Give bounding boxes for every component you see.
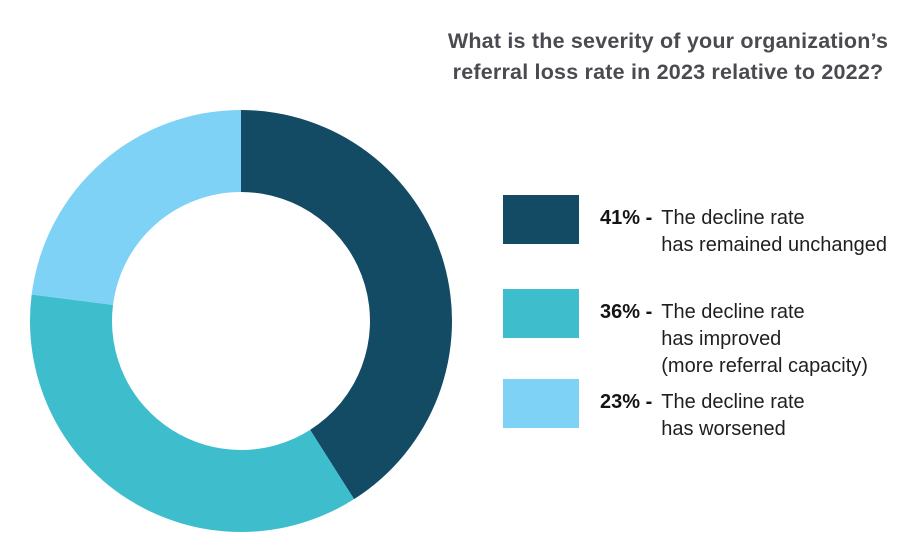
legend-swatch-worsened [503, 379, 579, 428]
legend-label-line: The decline rate [661, 391, 805, 413]
legend-label-line: has improved [661, 328, 782, 350]
legend-percent-worsened: 23% - [600, 391, 653, 413]
legend-percent-improved: 36% - [600, 301, 653, 323]
chart-title-line2: referral loss rate in 2023 relative to 2… [452, 60, 884, 84]
legend-label-line: The decline rate [661, 207, 805, 229]
chart-title: What is the severity of your organizatio… [425, 26, 911, 88]
chart-title-line1: What is the severity of your organizatio… [447, 29, 889, 53]
legend-label-line: (more referral capacity) [661, 355, 868, 377]
legend-item-worsened: 23% - The decline rate has worsened [503, 379, 805, 443]
legend-item-improved: 36% - The decline rate has improved (mor… [503, 289, 868, 380]
donut-slice [30, 294, 355, 532]
legend-label-line: The decline rate [661, 301, 805, 323]
legend-swatch-improved [503, 289, 579, 338]
legend-label-line: has worsened [661, 418, 786, 440]
donut-slice [31, 110, 241, 305]
donut-chart [30, 110, 452, 532]
legend-percent-unchanged: 41% - [600, 207, 653, 229]
legend-label-line: has remained unchanged [661, 234, 887, 256]
donut-slice [241, 110, 452, 500]
legend-swatch-unchanged [503, 195, 579, 244]
legend-item-unchanged: 41% - The decline rate has remained unch… [503, 195, 887, 259]
